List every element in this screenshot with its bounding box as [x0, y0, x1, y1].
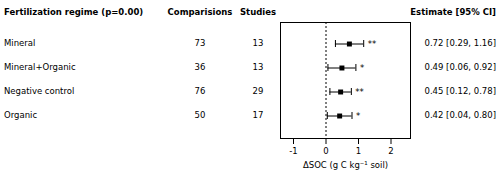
- svg-text:-1: -1: [289, 146, 297, 156]
- svg-text:Studies: Studies: [240, 7, 276, 17]
- svg-text:Negative control: Negative control: [4, 86, 74, 96]
- svg-text:29: 29: [253, 86, 264, 96]
- svg-text:0.42 [0.04, 0.80]: 0.42 [0.04, 0.80]: [424, 110, 496, 120]
- svg-text:Mineral+Organic: Mineral+Organic: [4, 62, 76, 72]
- svg-text:73: 73: [195, 38, 206, 48]
- svg-text:13: 13: [253, 62, 264, 72]
- svg-text:Estimate [95% CI]: Estimate [95% CI]: [410, 7, 496, 17]
- svg-text:0.49 [0.06, 0.92]: 0.49 [0.06, 0.92]: [424, 62, 496, 72]
- svg-text:50: 50: [195, 110, 206, 120]
- svg-text:0.72 [0.29, 1.16]: 0.72 [0.29, 1.16]: [424, 38, 496, 48]
- svg-text:0: 0: [323, 146, 328, 156]
- svg-text:Mineral: Mineral: [4, 38, 35, 48]
- svg-text:*: *: [360, 63, 364, 73]
- svg-text:17: 17: [253, 110, 264, 120]
- svg-text:Fertilization regime (p=0.00): Fertilization regime (p=0.00): [4, 7, 143, 17]
- svg-text:**: **: [355, 87, 364, 97]
- svg-text:36: 36: [195, 62, 206, 72]
- svg-text:**: **: [368, 39, 377, 49]
- svg-text:76: 76: [195, 86, 206, 96]
- svg-text:1: 1: [356, 146, 361, 156]
- svg-text:*: *: [356, 111, 360, 121]
- svg-text:0.45 [0.12, 0.78]: 0.45 [0.12, 0.78]: [424, 86, 496, 96]
- svg-text:2: 2: [388, 146, 393, 156]
- svg-text:ΔSOC (g C kg⁻¹ soil): ΔSOC (g C kg⁻¹ soil): [303, 160, 388, 170]
- svg-text:Comparisions: Comparisions: [168, 7, 233, 17]
- svg-text:Organic: Organic: [4, 110, 37, 120]
- svg-text:13: 13: [253, 38, 264, 48]
